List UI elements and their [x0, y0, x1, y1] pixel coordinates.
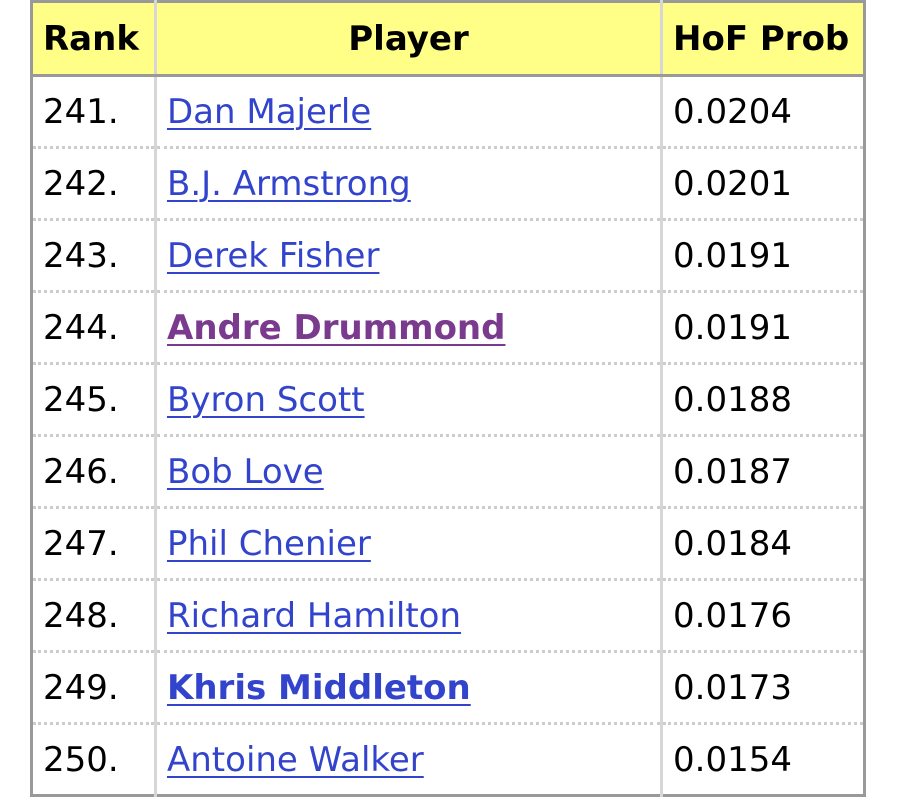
player-link[interactable]: Derek Fisher — [167, 235, 380, 276]
player-link-active[interactable]: Andre Drummond — [167, 307, 506, 348]
rank-cell: 247. — [31, 507, 157, 581]
header-row: Rank Player HoF Prob — [31, 1, 865, 77]
rank-cell: 250. — [31, 723, 157, 796]
rank-cell: 245. — [31, 363, 157, 437]
rank-cell: 246. — [31, 435, 157, 509]
hof-prob-cell: 0.0188 — [661, 363, 865, 437]
table-row: 249. Khris Middleton 0.0173 — [31, 651, 865, 725]
hof-prob-cell: 0.0201 — [661, 147, 865, 221]
player-cell: Richard Hamilton — [155, 579, 663, 653]
rank-cell: 242. — [31, 147, 157, 221]
player-link[interactable]: Byron Scott — [167, 379, 365, 420]
rank-cell: 248. — [31, 579, 157, 653]
hof-probability-table: Rank Player HoF Prob 241. Dan Majerle 0.… — [30, 0, 866, 797]
hof-prob-cell: 0.0173 — [661, 651, 865, 725]
table-row: 246. Bob Love 0.0187 — [31, 435, 865, 509]
player-link[interactable]: Bob Love — [167, 451, 324, 492]
rank-cell: 241. — [31, 75, 157, 149]
player-cell: Byron Scott — [155, 363, 663, 437]
player-cell: Andre Drummond — [155, 291, 663, 365]
table-row: 250. Antoine Walker 0.0154 — [31, 723, 865, 796]
table-row: 241. Dan Majerle 0.0204 — [31, 75, 865, 149]
hof-prob-header[interactable]: HoF Prob — [661, 1, 865, 77]
hof-prob-cell: 0.0154 — [673, 739, 792, 780]
player-cell: Antoine Walker — [155, 723, 663, 796]
player-link[interactable]: Richard Hamilton — [167, 595, 462, 636]
hof-prob-cell: 0.0191 — [661, 219, 865, 293]
player-link[interactable]: Dan Majerle — [167, 91, 372, 132]
table-row: 248. Richard Hamilton 0.0176 — [31, 579, 865, 653]
hof-prob-cell: 0.0191 — [661, 291, 865, 365]
player-link-active[interactable]: Khris Middleton — [167, 667, 471, 708]
table-row: 245. Byron Scott 0.0188 — [31, 363, 865, 437]
table-row: 244. Andre Drummond 0.0191 — [31, 291, 865, 365]
player-link[interactable]: Phil Chenier — [167, 523, 371, 564]
table-row: 247. Phil Chenier 0.0184 — [31, 507, 865, 581]
player-cell: B.J. Armstrong — [155, 147, 663, 221]
player-header[interactable]: Player — [155, 1, 663, 77]
rank-cell: 249. — [31, 651, 157, 725]
player-link[interactable]: Antoine Walker — [167, 739, 424, 780]
rank-header[interactable]: Rank — [31, 1, 157, 77]
rank-cell: 243. — [31, 219, 157, 293]
player-cell: Khris Middleton — [155, 651, 663, 725]
player-link[interactable]: B.J. Armstrong — [167, 163, 411, 204]
table-row: 242. B.J. Armstrong 0.0201 — [31, 147, 865, 221]
hof-prob-cell: 0.0184 — [661, 507, 865, 581]
rank-cell: 244. — [31, 291, 157, 365]
hof-prob-cell: 0.0187 — [661, 435, 865, 509]
player-cell: Dan Majerle — [155, 75, 663, 149]
player-cell: Bob Love — [155, 435, 663, 509]
hof-prob-cell: 0.0176 — [661, 579, 865, 653]
player-cell: Phil Chenier — [155, 507, 663, 581]
table-row: 243. Derek Fisher 0.0191 — [31, 219, 865, 293]
hof-prob-cell: 0.0204 — [661, 75, 865, 149]
player-cell: Derek Fisher — [155, 219, 663, 293]
